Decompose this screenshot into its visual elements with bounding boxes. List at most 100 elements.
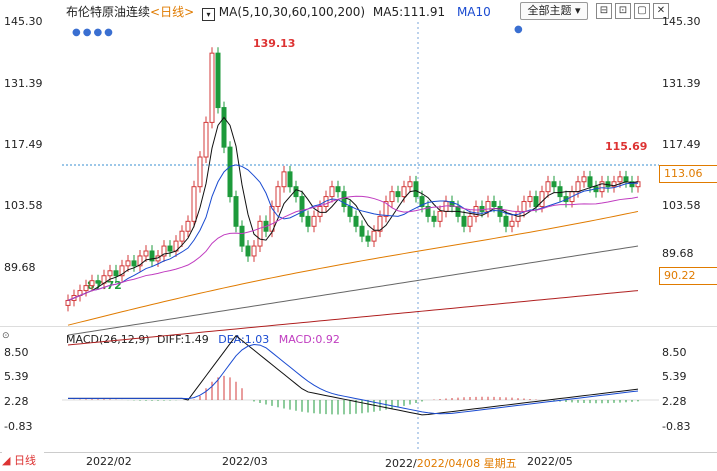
candle (89, 280, 95, 287)
price-axis-right-tick: 103.58 (662, 199, 701, 212)
candle (575, 181, 581, 193)
chart-header: 布伦特原油连续<日线> ▾ MA(5,10,30,60,100,200) MA5… (0, 0, 717, 22)
candle (197, 156, 203, 188)
macd-axis-right-tick: -0.83 (662, 420, 691, 433)
candle (413, 181, 419, 198)
candle (449, 201, 455, 207)
candle (83, 285, 89, 292)
price-axis-left-tick: 131.39 (4, 77, 43, 90)
ma10-value: MA10 (456, 5, 491, 19)
candle (635, 181, 641, 188)
candle (509, 220, 515, 227)
price-axis-left-tick: 145.30 (4, 15, 43, 28)
ma-lines-group (67, 116, 639, 346)
candle (539, 191, 545, 207)
candle (227, 146, 233, 198)
price-axis-left-tick: 117.49 (4, 138, 43, 151)
price-axis-left-tick: 103.58 (4, 199, 43, 212)
candle (251, 245, 257, 257)
date-tick: 2022/03 (222, 455, 268, 468)
high-annotation: 139.13 (253, 37, 296, 50)
candle (629, 181, 635, 188)
minimize-icon[interactable]: ⊟ (596, 3, 612, 19)
candle (65, 299, 71, 306)
macd-axis-right-tick: 8.50 (662, 346, 687, 359)
candle (215, 52, 221, 109)
close-icon[interactable]: ✕ (653, 3, 669, 19)
last-price-tag: 113.06 (659, 165, 717, 183)
period-button-label: 日线 (13, 454, 36, 467)
event-markers[interactable]: ●●●● (72, 27, 115, 38)
ma30-line (67, 195, 639, 301)
period-label[interactable]: <日线> (150, 5, 195, 19)
candle (419, 196, 425, 207)
theme-dropdown[interactable]: 全部主题 ▾ (520, 2, 588, 20)
candle (161, 245, 167, 257)
candle (341, 191, 347, 207)
candle (245, 245, 251, 257)
candle (545, 181, 551, 193)
period-button[interactable]: ◢ 日线 (2, 452, 44, 469)
candle (119, 265, 125, 277)
candle (209, 52, 215, 123)
candle (179, 230, 185, 242)
candle (113, 270, 119, 277)
price-axis-right-tick: 89.68 (662, 247, 694, 260)
candle (491, 201, 497, 207)
ma60-line (67, 210, 639, 326)
candle (461, 215, 467, 227)
candle (377, 215, 383, 232)
macd-hist-value: MACD:0.92 (278, 333, 340, 346)
candle (107, 270, 113, 277)
restore-icon[interactable]: ⊡ (615, 3, 631, 19)
time-axis (0, 452, 717, 471)
theme-dropdown-label: 全部主题 (527, 4, 572, 17)
candle (611, 181, 617, 188)
candle (287, 171, 293, 188)
candle (365, 235, 371, 242)
candle (353, 215, 359, 227)
candle (143, 250, 149, 257)
collapse-icon[interactable]: ⊙ (2, 331, 10, 341)
instrument-name: 布伦特原油连续 (66, 5, 151, 19)
macd-dea-line (68, 344, 639, 415)
ma-params[interactable]: MA(5,10,30,60,100,200) (218, 5, 366, 19)
date-tick-crosshair: 2022/2022/04/08 星期五 (385, 455, 517, 471)
maximize-icon[interactable]: ▢ (634, 3, 650, 19)
candle (329, 186, 335, 198)
candle (521, 201, 527, 212)
candle (383, 201, 389, 217)
macd-diff: DIFF:1.49 (157, 333, 209, 346)
candle (95, 280, 101, 284)
ma5-line (67, 116, 639, 301)
candle (275, 186, 281, 207)
candle (185, 220, 191, 232)
macd-axis-left-tick: 8.50 (4, 346, 29, 359)
macd-axis-right-tick: 5.39 (662, 370, 687, 383)
candle (167, 245, 173, 252)
candle (359, 225, 365, 237)
candle (479, 205, 485, 212)
candle (473, 205, 479, 217)
date-tick-prefix: 2022/ (385, 457, 417, 470)
candle (335, 186, 341, 193)
candle (389, 191, 395, 203)
ma-toggle-icon[interactable]: ▾ (201, 8, 215, 21)
macd-diff-line (68, 334, 639, 416)
candle (125, 260, 131, 267)
candle (305, 215, 311, 227)
candle (311, 215, 317, 227)
event-marker[interactable]: ● (514, 24, 523, 35)
macd-axis-right-tick: 2.28 (662, 395, 687, 408)
date-tick: 2022/02 (86, 455, 132, 468)
ma200-line (67, 290, 639, 346)
ma5-value: MA5:111.91 (372, 5, 446, 19)
candle (347, 205, 353, 217)
candle (503, 215, 509, 227)
candle (617, 176, 623, 183)
candlestick-group (65, 47, 641, 312)
panel-divider[interactable] (0, 326, 717, 327)
candle (137, 255, 143, 267)
candle (425, 205, 431, 217)
